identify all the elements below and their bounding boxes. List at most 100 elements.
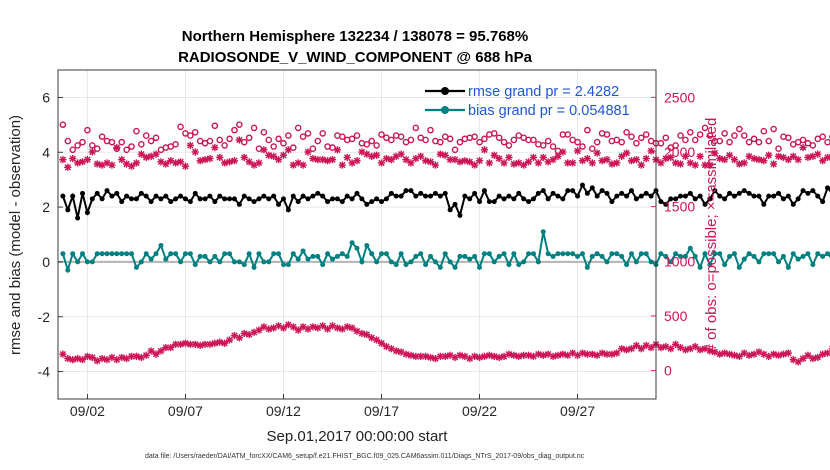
obs-assimilated-point xyxy=(333,146,341,154)
bias-point xyxy=(731,251,737,257)
bias-point xyxy=(584,264,590,270)
y-tick-label-right: 2500 xyxy=(664,89,695,105)
obs-possible-point xyxy=(299,133,307,140)
chart-title: Northern Hemisphere 132234 / 138078 = 95… xyxy=(182,28,528,45)
bias-point xyxy=(379,251,385,257)
bias-point xyxy=(722,262,728,268)
obs-assimilated-point xyxy=(270,152,278,160)
bias-point xyxy=(295,256,301,262)
obs-assimilated-low-point xyxy=(495,353,503,362)
obs-assimilated-low-point xyxy=(814,353,822,362)
bias-point xyxy=(560,251,566,257)
bias-point xyxy=(364,242,370,248)
y-tick-label-left: 0 xyxy=(42,254,50,270)
obs-assimilated-low-point xyxy=(765,352,773,360)
obs-assimilated-low-point xyxy=(809,354,817,363)
obs-possible-point xyxy=(554,147,562,155)
rmse-point xyxy=(472,190,478,196)
obs-possible-point xyxy=(260,129,268,136)
obs-assimilated-low-point xyxy=(221,339,229,347)
obs-possible-point xyxy=(701,124,709,132)
obs-possible-point xyxy=(84,126,91,134)
obs-assimilated-point xyxy=(588,159,596,167)
obs-assimilated-point xyxy=(642,154,650,163)
rmse-point xyxy=(481,188,487,194)
obs-assimilated-low-point xyxy=(549,352,557,360)
obs-assimilated-low-point xyxy=(441,352,449,360)
bias-point xyxy=(575,253,581,259)
rmse-point xyxy=(771,193,777,199)
rmse-point xyxy=(94,190,100,196)
obs-assimilated-point xyxy=(255,159,263,167)
obs-assimilated-point xyxy=(466,158,474,166)
obs-possible-point xyxy=(682,136,689,144)
bias-point xyxy=(780,253,786,259)
obs-assimilated-point xyxy=(304,148,312,156)
bias-point xyxy=(810,262,816,268)
rmse-point xyxy=(266,196,272,202)
obs-assimilated-point xyxy=(132,159,141,167)
obs-possible-point xyxy=(637,134,645,142)
obs-possible-point xyxy=(285,132,292,139)
bias-point xyxy=(820,253,826,259)
obs-assimilated-low-point xyxy=(392,347,400,355)
bias-point xyxy=(148,256,154,262)
chart-subtitle: RADIOSONDE_V_WIND_COMPONENT @ 688 hPa xyxy=(178,49,533,66)
bias-point xyxy=(383,251,389,257)
bias-point xyxy=(624,262,630,268)
obs-possible-point xyxy=(495,134,503,142)
bias-point xyxy=(334,253,340,259)
bias-point xyxy=(256,251,262,257)
bias-point xyxy=(477,264,483,270)
obs-assimilated-low-point xyxy=(515,352,523,360)
bias-point xyxy=(124,251,130,257)
obs-possible-point xyxy=(770,125,777,133)
rmse-point xyxy=(609,199,615,205)
obs-assimilated-point xyxy=(471,161,479,169)
obs-possible-point xyxy=(437,138,444,146)
obs-possible-point xyxy=(59,121,67,128)
rmse-point xyxy=(668,196,674,202)
rmse-point xyxy=(109,193,115,199)
obs-assimilated-point xyxy=(353,157,361,165)
obs-possible-point xyxy=(677,132,684,139)
rmse-point xyxy=(579,182,585,188)
obs-possible-point xyxy=(530,136,537,144)
obs-assimilated-point xyxy=(402,156,410,164)
obs-possible-point xyxy=(809,142,817,149)
obs-assimilated-point xyxy=(814,150,822,158)
obs-assimilated-low-point xyxy=(191,340,199,348)
obs-assimilated-point xyxy=(88,148,96,156)
rmse-point xyxy=(423,193,429,199)
y-tick-label-right: 1000 xyxy=(664,253,695,269)
bias-point xyxy=(369,251,375,257)
rmse-point xyxy=(138,190,144,196)
bias-point xyxy=(452,264,458,270)
legend: rmse grand pr = 2.4282 bias grand pr = 0… xyxy=(425,84,630,119)
bias-point xyxy=(261,259,267,265)
rmse-point xyxy=(678,193,684,199)
bias-point xyxy=(300,248,306,254)
obs-possible-point xyxy=(147,137,155,145)
obs-assimilated-low-point xyxy=(696,346,704,354)
bias-point xyxy=(467,256,473,262)
obs-assimilated-point xyxy=(784,156,792,164)
bias-point xyxy=(790,251,796,257)
rmse-point xyxy=(300,193,306,199)
rmse-point xyxy=(129,196,135,202)
bias-point xyxy=(374,259,380,265)
obs-possible-point xyxy=(510,136,518,144)
rmse-point xyxy=(712,188,718,194)
bias-point xyxy=(339,251,345,257)
rmse-point xyxy=(403,188,409,194)
rmse-point xyxy=(280,196,286,202)
bias-point xyxy=(202,253,208,259)
rmse-point xyxy=(575,193,581,199)
obs-possible-point xyxy=(348,135,356,143)
rmse-point xyxy=(212,199,218,205)
bias-point xyxy=(727,253,733,259)
obs-possible-point xyxy=(716,137,724,145)
obs-assimilated-point xyxy=(681,152,690,160)
x-tick-label: 09/07 xyxy=(168,403,203,419)
obs-assimilated-point xyxy=(520,161,528,169)
